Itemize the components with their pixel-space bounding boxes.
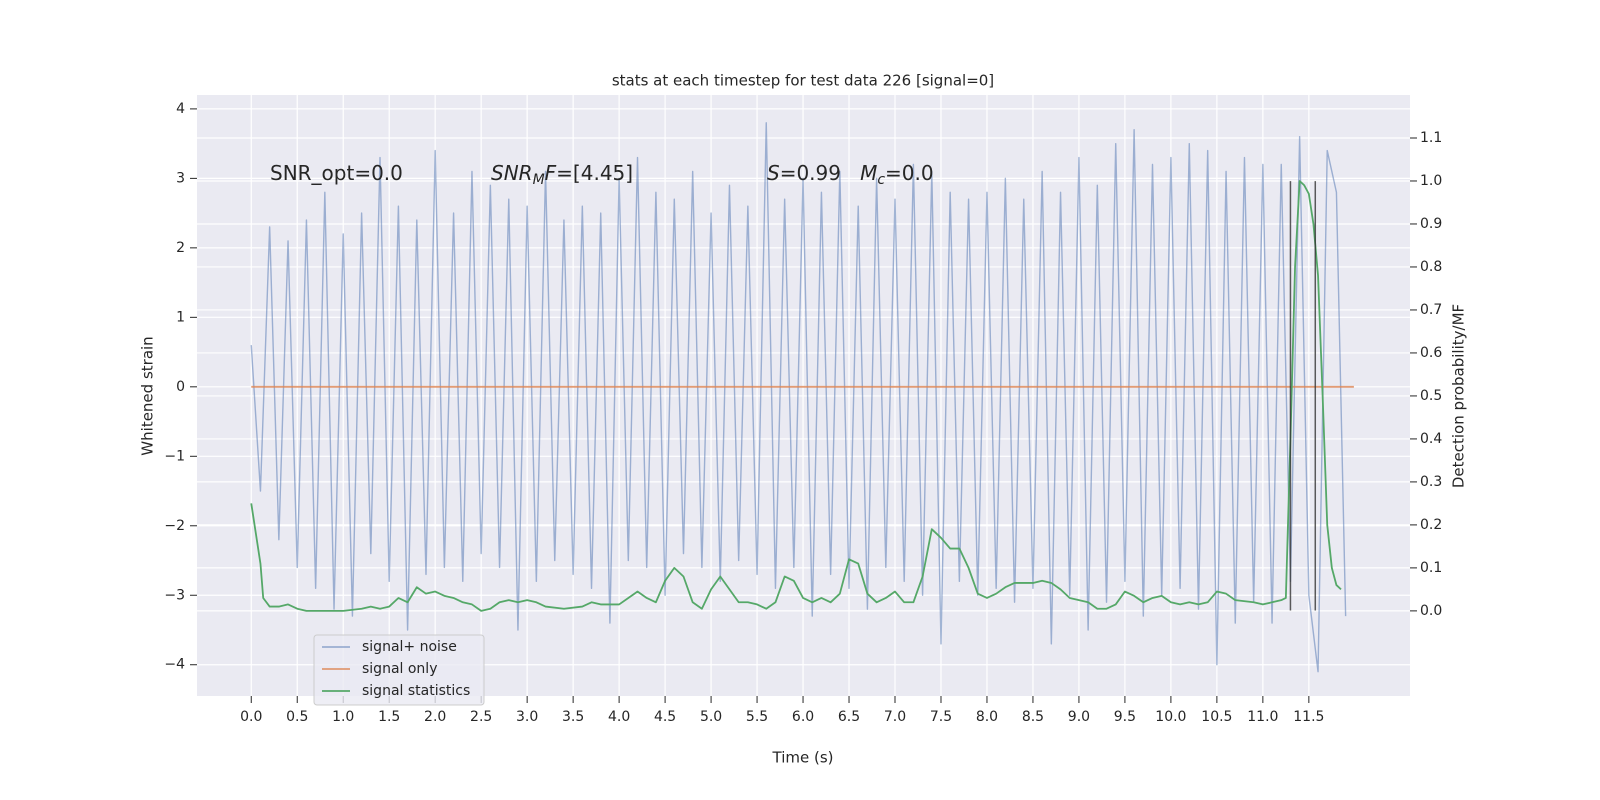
- x-tick-label: 10.0: [1155, 709, 1186, 725]
- y2-tick-label: 0.9: [1420, 216, 1442, 232]
- legend-label: signal statistics: [362, 683, 470, 699]
- x-tick-label: 10.5: [1201, 709, 1232, 725]
- y2-tick-label: 0.0: [1420, 603, 1442, 619]
- x-tick-label: 3.5: [562, 709, 584, 725]
- annotation-part: =[4.45]: [556, 161, 633, 185]
- y-tick-label: 4: [176, 101, 185, 117]
- legend-label: signal+ noise: [362, 639, 457, 655]
- x-tick-label: 1.0: [332, 709, 354, 725]
- x-tick-label: 8.5: [1022, 709, 1044, 725]
- annotation-part: M: [860, 161, 877, 185]
- y2-tick-label: 0.3: [1420, 474, 1442, 490]
- annotation-part: c: [877, 172, 885, 188]
- y2-tick-label: 0.7: [1420, 302, 1442, 318]
- x-tick-label: 7.5: [930, 709, 952, 725]
- x-tick-label: 9.0: [1068, 709, 1090, 725]
- x-tick-label: 4.0: [608, 709, 630, 725]
- y-tick-label: 0: [176, 379, 185, 395]
- series-line: [250, 180, 1342, 612]
- annotation-part: S: [767, 161, 780, 185]
- y2-tick-label: 0.2: [1420, 517, 1442, 533]
- y2-axis-label: Detection probability/MF: [1450, 304, 1468, 488]
- annotation-part: SNR_opt=0.0: [270, 161, 403, 185]
- y-tick-label: −2: [164, 518, 185, 534]
- annotation-part: SNR: [491, 161, 533, 185]
- chart-title: stats at each timestep for test data 226…: [612, 72, 994, 90]
- x-tick-label: 2.0: [424, 709, 446, 725]
- x-tick-label: 1.5: [378, 709, 400, 725]
- annotation-part: =0.99: [780, 161, 860, 185]
- x-tick-label: 11.5: [1293, 709, 1324, 725]
- y-tick-label: −3: [164, 587, 185, 603]
- x-tick-label: 0.5: [286, 709, 308, 725]
- x-tick-label: 9.5: [1114, 709, 1136, 725]
- x-tick-label: 5.0: [700, 709, 722, 725]
- annotation-part: M: [533, 172, 545, 188]
- y2-tick-label: 0.6: [1420, 345, 1442, 361]
- x-tick-label: 6.0: [792, 709, 814, 725]
- x-tick-label: 5.5: [746, 709, 768, 725]
- x-axis-label: Time (s): [772, 749, 834, 767]
- y2-tick-label: 0.5: [1420, 388, 1442, 404]
- series-line: [250, 122, 1347, 673]
- x-tick-label: 8.0: [976, 709, 998, 725]
- y2-tick-label: 1.1: [1420, 130, 1442, 146]
- y2-tick-label: 0.8: [1420, 259, 1442, 275]
- y-tick-label: 1: [176, 309, 185, 325]
- x-tick-label: 11.0: [1247, 709, 1278, 725]
- x-tick-label: 2.5: [470, 709, 492, 725]
- x-tick-label: 3.0: [516, 709, 538, 725]
- x-tick-label: 0.0: [240, 709, 262, 725]
- y-axis-label: Whitened strain: [139, 336, 157, 455]
- legend-box: [313, 634, 485, 706]
- y2-tick-label: 1.0: [1420, 173, 1442, 189]
- x-tick-label: 4.5: [654, 709, 676, 725]
- x-tick-label: 7.0: [884, 709, 906, 725]
- annotation: S=0.99 Mc=0.0: [767, 161, 934, 189]
- x-tick-label: 6.5: [838, 709, 860, 725]
- annotation: SNR_opt=0.0: [270, 161, 403, 185]
- y2-tick-label: 0.4: [1420, 431, 1442, 447]
- y-tick-label: −1: [164, 448, 185, 464]
- annotation-part: =0.0: [885, 161, 934, 185]
- y2-tick-label: 0.1: [1420, 560, 1442, 576]
- legend-label: signal only: [362, 661, 437, 677]
- y-tick-label: 3: [176, 170, 185, 186]
- y-tick-label: 2: [176, 240, 185, 256]
- annotation-part: F: [545, 161, 557, 185]
- y-tick-label: −4: [164, 657, 185, 673]
- annotation: SNRMF=[4.45]: [491, 161, 633, 189]
